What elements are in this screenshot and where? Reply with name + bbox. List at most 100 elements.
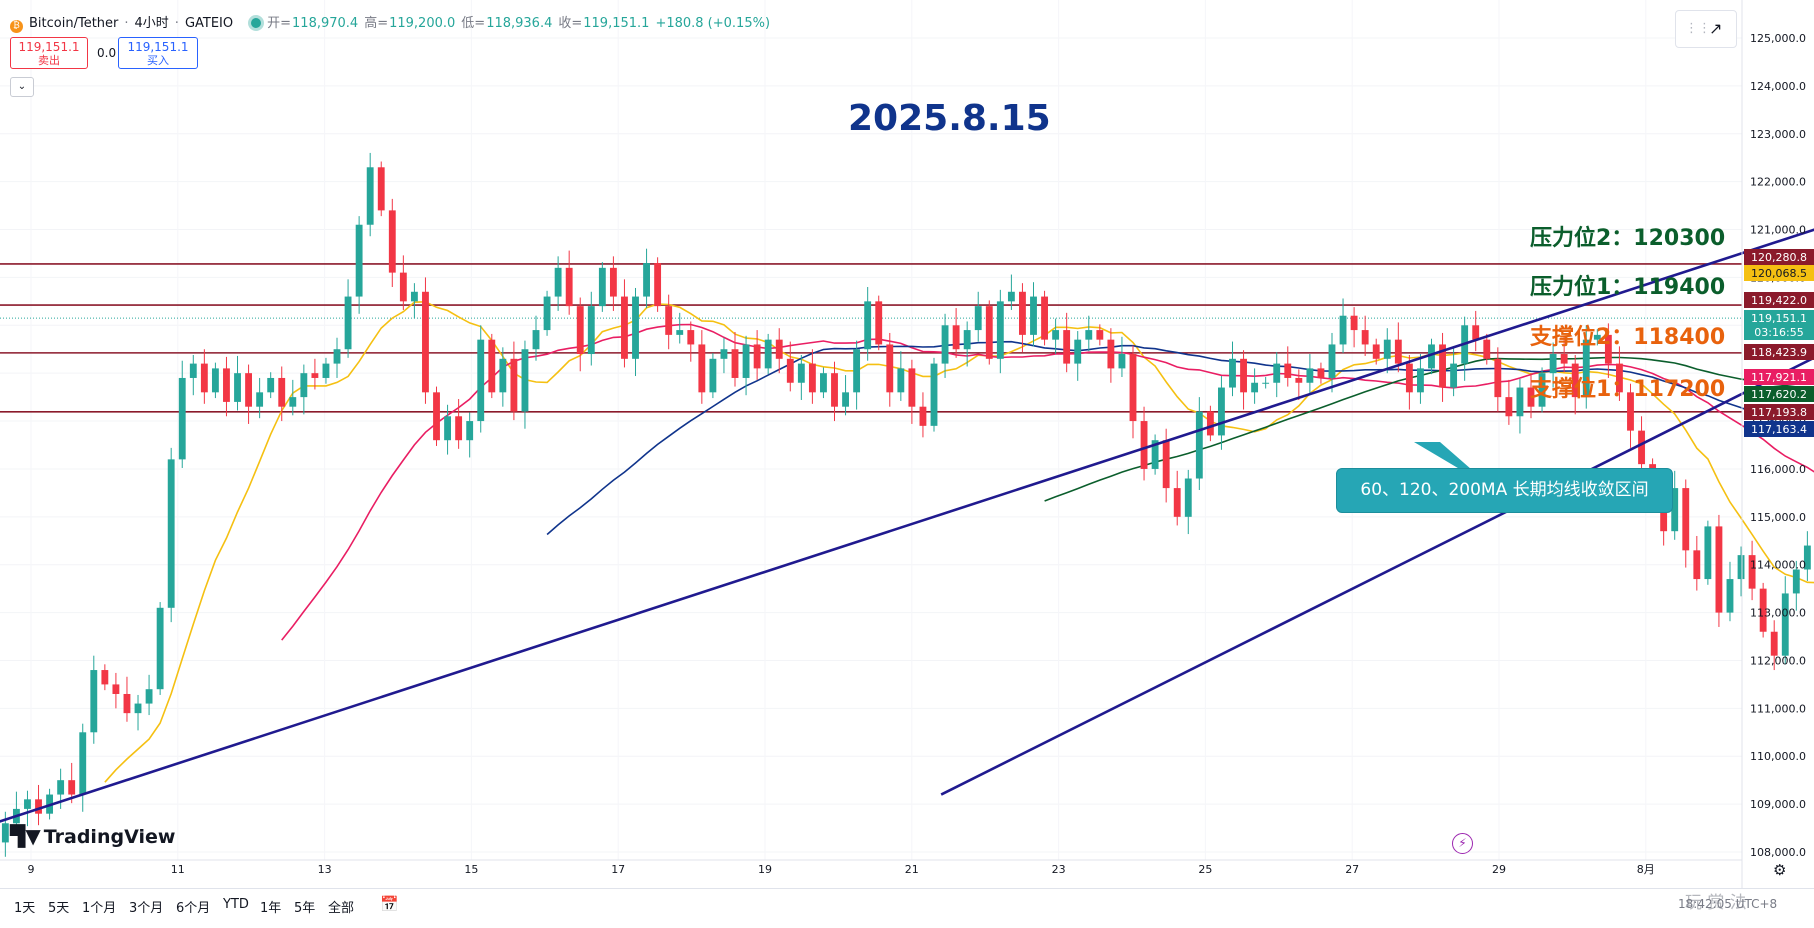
candle-body: [864, 301, 872, 350]
range-3m-button[interactable]: 3个月: [129, 901, 164, 916]
candle-body: [57, 780, 65, 795]
candle-body: [1505, 397, 1513, 417]
symbol-header: ₿ Bitcoin/Tether · 4小时 · GATEIO 开=118,970.4 高=1…: [10, 12, 776, 33]
candle-body: [919, 406, 927, 426]
price-label-text: 117,921.1: [1751, 371, 1807, 384]
collapse-legend-button[interactable]: ⌄: [10, 77, 34, 97]
price-label-text: 117,193.8: [1751, 406, 1807, 419]
candle-body: [1770, 631, 1778, 656]
candle-body: [996, 301, 1004, 359]
candle-body: [521, 349, 529, 412]
candle-body: [1339, 315, 1347, 345]
interval[interactable]: 4小时: [134, 16, 169, 31]
candle-body: [35, 799, 42, 814]
close-value: 119,151.1: [583, 16, 650, 31]
x-tick-label: 23: [1052, 863, 1066, 876]
candle-body: [543, 296, 551, 331]
candle-body: [1262, 382, 1270, 384]
candle-body: [576, 306, 584, 355]
range-1m-button[interactable]: 1个月: [82, 901, 117, 916]
flash-icon[interactable]: ⚡: [1452, 833, 1473, 854]
candle-body: [1295, 377, 1303, 383]
buy-button[interactable]: 119,151.1 买入: [118, 37, 198, 69]
candle-body: [753, 344, 761, 369]
range-5d-button[interactable]: 5天: [48, 901, 70, 916]
countdown-text: 03:16:55: [1754, 326, 1803, 339]
x-tick-label: 8月: [1637, 863, 1655, 876]
candle-body: [1538, 373, 1546, 407]
candle-body: [1350, 315, 1358, 331]
time-axis[interactable]: 9 11 13 15 17 19 21 23 25 27 29 8月: [28, 863, 1655, 876]
candle-body: [234, 373, 241, 402]
range-ytd-button[interactable]: YTD: [223, 897, 249, 912]
candle-body: [654, 263, 662, 307]
candle-body: [764, 339, 772, 369]
buy-price: 119,151.1: [127, 40, 189, 54]
market-status-icon[interactable]: [251, 18, 262, 28]
gear-icon[interactable]: ⚙: [1773, 861, 1787, 879]
price-label-box: [1744, 421, 1814, 437]
candle-body: [886, 344, 894, 393]
open-value: 118,970.4: [292, 16, 359, 31]
candle-body: [1439, 344, 1446, 388]
candle-body: [510, 358, 518, 412]
candle-body: [1693, 550, 1701, 580]
sell-label: 卖出: [38, 54, 60, 67]
x-tick-label: 29: [1492, 863, 1506, 876]
candle-body: [355, 224, 363, 297]
drawing-toolbox[interactable]: ⋮⋮ ↗: [1675, 10, 1737, 48]
candle-body: [565, 267, 573, 307]
candle-body: [24, 799, 31, 809]
y-tick-label: 123,000.0: [1750, 128, 1806, 141]
candle-body: [1107, 339, 1115, 369]
candlestick-chart[interactable]: 125,000.0 124,000.0 123,000.0 122,000.0 121,…: [0, 0, 1814, 888]
sell-price: 119,151.1: [18, 40, 80, 54]
candle-body: [665, 306, 673, 335]
candle-body: [1007, 291, 1015, 302]
x-tick-label: 13: [318, 863, 332, 876]
price-axis[interactable]: 125,000.0 124,000.0 123,000.0 122,000.0 121,…: [1750, 32, 1806, 859]
candle-body: [256, 392, 264, 407]
support-1-label: 支撑位1：117200: [1530, 376, 1725, 402]
price-label-text: 118,423.9: [1751, 346, 1807, 359]
price-label-box: [1744, 344, 1814, 360]
candle-body: [1593, 334, 1601, 340]
sell-button[interactable]: 119,151.1 卖出: [10, 37, 88, 69]
candle-body: [952, 325, 960, 350]
candle-body: [808, 363, 816, 393]
y-tick-label: 111,000.0: [1750, 702, 1806, 715]
low-label: 低=: [461, 16, 486, 31]
clock[interactable]: 18:42:05 UTC+8: [1678, 897, 1778, 911]
candle-body: [1715, 526, 1723, 613]
range-1d-button[interactable]: 1天: [14, 901, 36, 916]
drag-handle-icon[interactable]: ⋮⋮: [1685, 21, 1711, 36]
y-tick-label: 108,000.0: [1750, 846, 1806, 859]
candle-body: [399, 272, 407, 302]
range-5y-button[interactable]: 5年: [294, 901, 316, 916]
ma-fast-line: [104, 300, 1814, 783]
range-all-button[interactable]: 全部: [328, 901, 355, 916]
calendar-icon[interactable]: 📅: [380, 895, 399, 913]
candle-body: [1516, 387, 1524, 417]
candle-body: [908, 368, 916, 407]
x-tick-label: 25: [1198, 863, 1212, 876]
trend-arrow-icon[interactable]: ↗: [1709, 19, 1723, 38]
moving-averages: [104, 300, 1814, 783]
candle-body: [1328, 344, 1336, 378]
annotations: 2025.8.15 压力位2：120300 压力位1：119400 支撑位2：1184…: [848, 98, 1725, 402]
y-tick-label: 116,000.0: [1750, 463, 1806, 476]
symbol-name[interactable]: Bitcoin/Tether: [29, 16, 119, 31]
resistance-2-label: 压力位2：120300: [1530, 225, 1725, 251]
price-label-box: [1744, 369, 1814, 385]
candle-body: [1306, 368, 1314, 383]
ma-200-line: [1044, 356, 1814, 502]
candle-body: [1792, 569, 1800, 594]
candle-body: [775, 339, 783, 359]
candle-body: [687, 330, 695, 345]
range-6m-button[interactable]: 6个月: [176, 901, 211, 916]
price-label-box: [1744, 404, 1814, 420]
candle-body: [1, 823, 9, 843]
y-tick-label: 114,000.0: [1750, 559, 1806, 572]
candle-body: [278, 377, 286, 407]
range-1y-button[interactable]: 1年: [260, 901, 282, 916]
